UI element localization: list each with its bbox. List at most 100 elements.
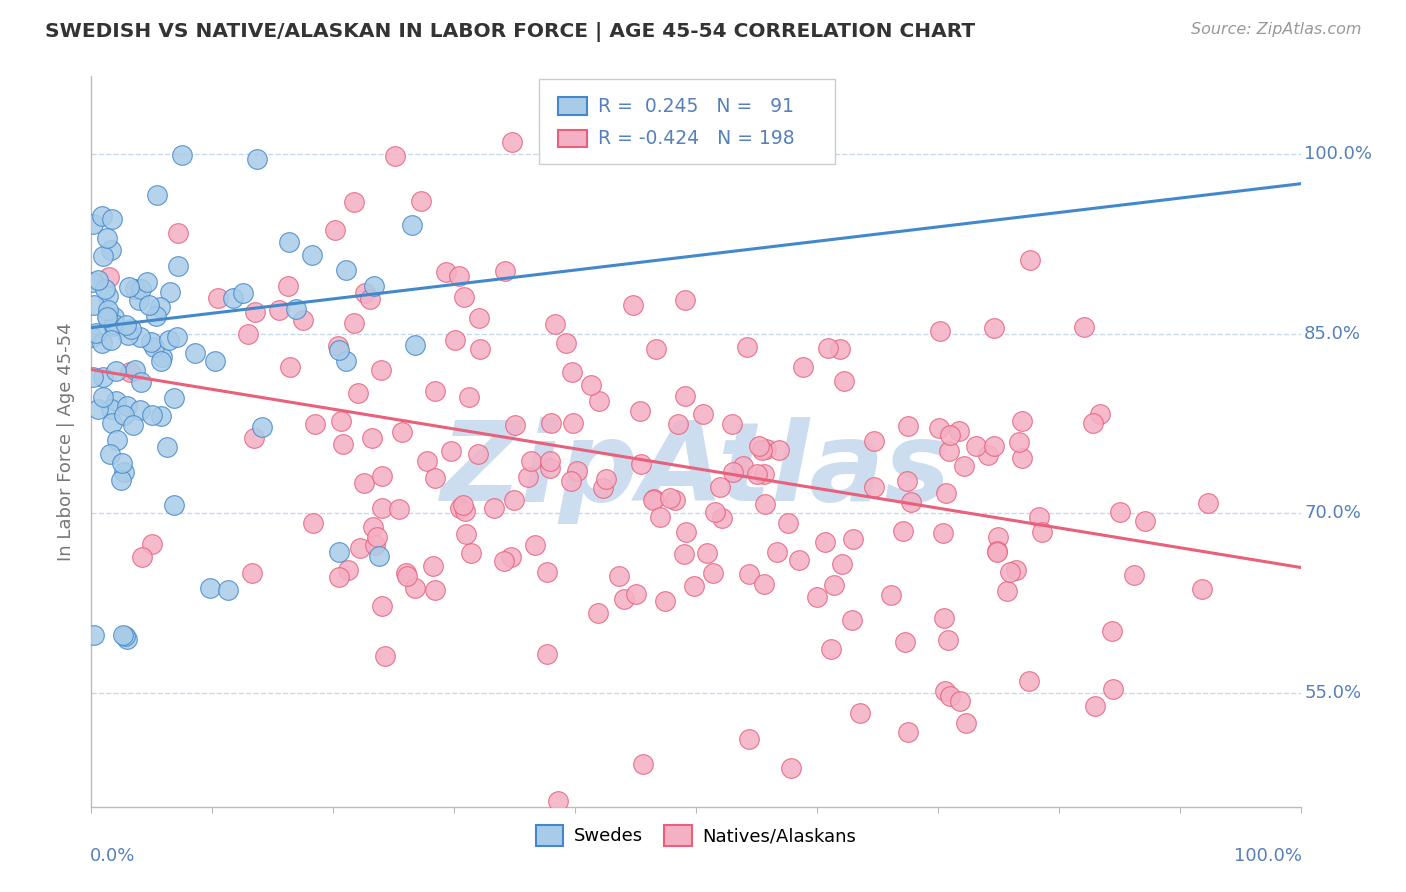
Point — [96, 310, 118, 324]
Point — [565, 464, 588, 478]
Point — [364, 537, 387, 551]
Point — [468, 310, 491, 325]
Point — [434, 265, 457, 279]
Point — [129, 282, 152, 296]
Point — [624, 587, 647, 601]
Point — [752, 467, 775, 481]
Point — [654, 594, 676, 608]
Point — [278, 359, 301, 374]
Point — [98, 270, 121, 285]
Point — [454, 527, 477, 541]
Point — [748, 438, 770, 452]
Point — [93, 281, 115, 295]
Point — [101, 416, 124, 430]
Point — [277, 235, 299, 249]
Point — [243, 431, 266, 445]
Point — [628, 404, 651, 418]
Point — [1197, 496, 1219, 510]
Point — [131, 375, 153, 389]
Point — [142, 340, 165, 354]
Point — [823, 578, 845, 592]
Point — [499, 549, 522, 564]
Point — [105, 364, 128, 378]
Point — [503, 493, 526, 508]
Point — [751, 442, 773, 457]
FancyBboxPatch shape — [558, 97, 588, 115]
Point — [683, 579, 706, 593]
Point — [659, 491, 682, 506]
Point — [101, 212, 124, 227]
Point — [1073, 320, 1095, 334]
Point — [482, 501, 505, 516]
Point — [588, 393, 610, 408]
Point — [987, 530, 1010, 544]
Point — [849, 706, 872, 721]
Point — [150, 409, 173, 424]
Point — [301, 248, 323, 262]
Point — [928, 420, 950, 434]
Point — [120, 322, 142, 336]
Point — [894, 635, 917, 649]
Point — [897, 725, 920, 739]
Point — [737, 341, 759, 355]
Point — [501, 135, 523, 149]
Point — [841, 613, 863, 627]
Point — [423, 583, 446, 598]
Point — [304, 417, 326, 432]
Point — [517, 469, 540, 483]
Point — [404, 581, 426, 595]
Point — [579, 378, 602, 392]
Point — [934, 684, 956, 698]
Point — [374, 648, 396, 663]
Point — [524, 538, 547, 552]
Text: 0.0%: 0.0% — [90, 847, 135, 865]
Point — [401, 219, 423, 233]
Point — [343, 316, 366, 330]
FancyBboxPatch shape — [538, 79, 835, 163]
Point — [720, 417, 742, 432]
Point — [284, 301, 307, 316]
Point — [166, 330, 188, 344]
Point — [453, 290, 475, 304]
Point — [115, 318, 138, 333]
Point — [90, 336, 112, 351]
Point — [752, 577, 775, 591]
Point — [641, 492, 664, 507]
Point — [664, 493, 686, 508]
Text: 55.0%: 55.0% — [1305, 684, 1361, 702]
Point — [361, 431, 384, 445]
Point — [245, 304, 267, 318]
Point — [86, 273, 108, 287]
Point — [929, 324, 952, 338]
Text: SWEDISH VS NATIVE/ALASKAN IN LABOR FORCE | AGE 45-54 CORRELATION CHART: SWEDISH VS NATIVE/ALASKAN IN LABOR FORCE… — [45, 22, 976, 42]
Point — [422, 559, 444, 574]
Point — [363, 278, 385, 293]
Point — [124, 282, 146, 296]
Point — [359, 293, 381, 307]
Point — [986, 545, 1008, 559]
Point — [323, 223, 346, 237]
Point — [366, 530, 388, 544]
Point — [122, 418, 145, 433]
Point — [277, 278, 299, 293]
Point — [536, 647, 558, 661]
Point — [82, 330, 104, 344]
Point — [711, 511, 734, 525]
Point — [1018, 673, 1040, 688]
Point — [621, 298, 644, 312]
Point — [112, 408, 135, 422]
Point — [976, 448, 998, 462]
Point — [983, 320, 1005, 334]
Point — [86, 401, 108, 416]
Point — [163, 498, 186, 512]
Point — [814, 535, 837, 549]
Point — [538, 454, 561, 468]
Point — [129, 403, 152, 417]
Point — [91, 390, 114, 404]
Point — [538, 461, 561, 475]
Point — [222, 291, 245, 305]
FancyBboxPatch shape — [558, 129, 588, 147]
Point — [900, 495, 922, 509]
Point — [1088, 407, 1111, 421]
Point — [159, 285, 181, 299]
